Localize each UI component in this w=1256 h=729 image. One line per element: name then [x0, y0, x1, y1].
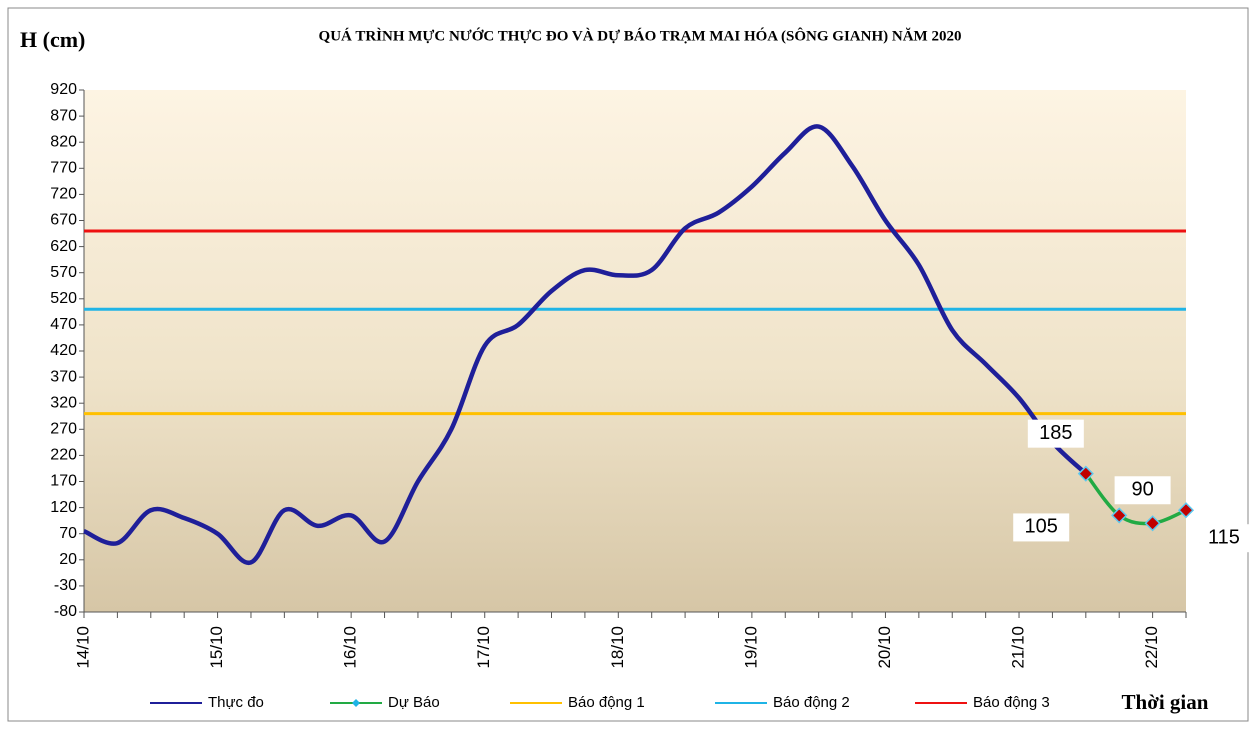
legend-label: Thực đo [208, 694, 264, 711]
legend-marker [352, 699, 360, 707]
x-tick-label: 15/10 [207, 626, 226, 669]
y-tick-label: 820 [50, 133, 77, 150]
y-tick-label: 70 [59, 525, 77, 542]
y-tick-label: 370 [50, 368, 77, 385]
y-tick-label: -30 [54, 577, 77, 594]
x-tick-label: 21/10 [1009, 626, 1028, 669]
legend-label: Báo động 3 [973, 694, 1050, 711]
data-label: 90 [1131, 479, 1153, 501]
y-tick-label: 870 [50, 107, 77, 124]
chart-title: QUÁ TRÌNH MỰC NƯỚC THỰC ĐO VÀ DỰ BÁO TRẠ… [319, 27, 962, 44]
y-tick-label: 470 [50, 316, 77, 333]
y-axis-label: H (cm) [20, 27, 85, 52]
legend-label: Dự Báo [388, 694, 440, 711]
y-tick-label: 20 [59, 551, 77, 568]
data-label: 115 [1208, 526, 1240, 548]
y-tick-label: 670 [50, 212, 77, 229]
data-label-box [1013, 513, 1070, 542]
y-tick-label: 170 [50, 473, 77, 490]
y-tick-label: -80 [54, 603, 77, 620]
y-tick-label: 520 [50, 290, 77, 307]
data-label-box [1027, 419, 1084, 448]
data-label: 185 [1039, 422, 1072, 444]
y-tick-label: 420 [50, 342, 77, 359]
legend-label: Báo động 1 [568, 694, 645, 711]
marker [1177, 502, 1195, 519]
x-tick-label: 16/10 [341, 626, 360, 669]
x-tick-label: 14/10 [73, 626, 92, 669]
y-tick-label: 270 [50, 421, 77, 438]
data-label-box [1196, 524, 1252, 553]
legend-label: Báo động 2 [773, 694, 850, 711]
marker [1144, 515, 1161, 532]
marker [1111, 507, 1128, 524]
y-tick-label: 320 [50, 394, 77, 411]
y-tick-label: 920 [50, 81, 77, 98]
plot-area [84, 90, 1186, 612]
y-tick-label: 220 [50, 447, 77, 464]
y-tick-label: 620 [50, 238, 77, 255]
marker [1077, 465, 1094, 482]
x-tick-label: 18/10 [608, 626, 627, 669]
x-tick-label: 22/10 [1142, 626, 1161, 669]
x-tick-label: 17/10 [474, 626, 493, 669]
y-tick-label: 770 [50, 160, 77, 177]
y-tick-label: 720 [50, 186, 77, 203]
y-tick-label: 120 [50, 499, 77, 516]
x-tick-label: 19/10 [741, 626, 760, 669]
y-tick-label: 570 [50, 264, 77, 281]
data-label: 105 [1025, 516, 1058, 538]
data-label-box [1114, 476, 1171, 505]
x-tick-label: 20/10 [875, 626, 894, 669]
series-line [83, 124, 1088, 565]
series-line [1084, 472, 1187, 526]
x-axis-label: Thời gian [1122, 690, 1209, 714]
